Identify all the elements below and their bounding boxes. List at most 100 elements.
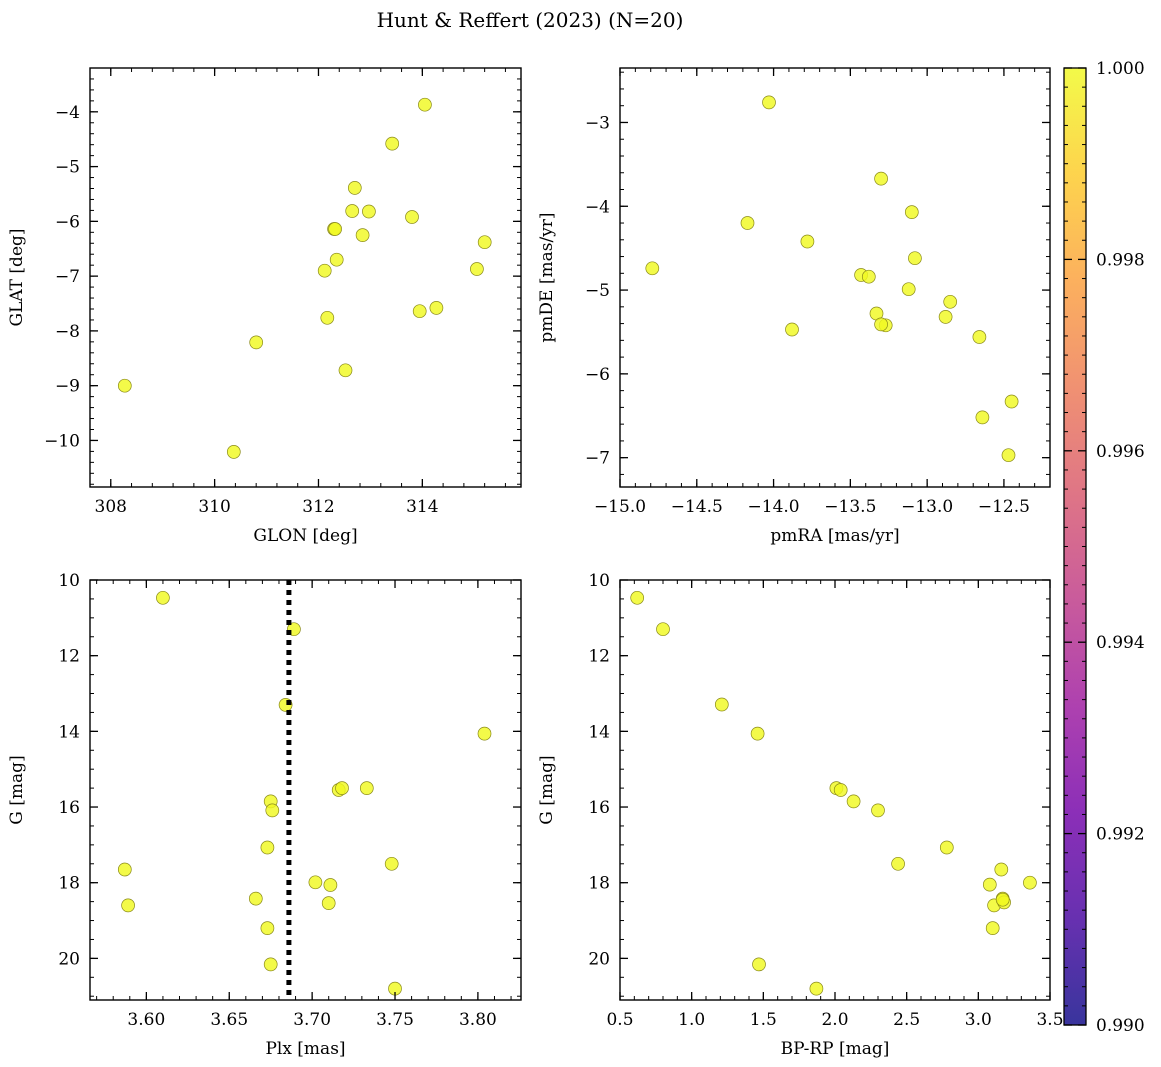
- data-point: [477, 235, 492, 250]
- data-point: [418, 97, 432, 112]
- data-point: [226, 445, 241, 459]
- data-point: [874, 171, 888, 186]
- data-point: [972, 330, 987, 344]
- data-point: [752, 957, 766, 972]
- colorbar-tick-label: 0.998: [1096, 250, 1145, 270]
- data-point: [901, 282, 916, 297]
- y-tick-label: 18: [588, 874, 610, 894]
- data-point: [477, 726, 492, 741]
- y-tick-label: −3: [585, 113, 610, 133]
- x-tick-label: 3.65: [210, 1010, 248, 1030]
- y-tick-label: −4: [55, 103, 80, 123]
- x-tick-label: 308: [95, 497, 127, 517]
- y-tick-label: −5: [585, 281, 610, 301]
- x-axis-label: BP-RP [mag]: [781, 1039, 890, 1059]
- data-point: [359, 781, 374, 795]
- y-axis-label: GLAT [deg]: [7, 228, 27, 326]
- y-tick-label: 14: [58, 722, 80, 742]
- data-point: [405, 210, 419, 224]
- y-tick-label: 16: [588, 798, 610, 818]
- data-point: [121, 898, 135, 913]
- data-point: [1001, 448, 1016, 463]
- x-axis-label: GLON [deg]: [253, 526, 357, 546]
- data-point: [740, 216, 755, 230]
- data-point: [347, 181, 362, 195]
- data-point: [994, 862, 1009, 877]
- data-point: [891, 856, 905, 871]
- x-tick-label: 3.60: [127, 1010, 165, 1030]
- colorbar-tick-label: 1.000: [1096, 59, 1145, 79]
- data-point: [308, 875, 323, 890]
- data-point: [260, 840, 275, 855]
- x-tick-label: 3.75: [376, 1010, 414, 1030]
- y-tick-label: 10: [588, 571, 610, 591]
- y-axis-label: G [mag]: [7, 755, 27, 824]
- data-point: [385, 136, 400, 151]
- data-point: [263, 957, 278, 972]
- x-tick-label: 3.0: [965, 1010, 992, 1030]
- data-point: [975, 410, 990, 425]
- data-point: [345, 204, 360, 218]
- data-point: [939, 840, 954, 855]
- data-point: [985, 921, 1000, 935]
- panel-glon-glat: 308 310 312 314 −4 −5 −6 −7 −8 −9 −10 GLON [deg] GLA…: [7, 67, 522, 546]
- x-tick-label: 1.5: [750, 1010, 777, 1030]
- data-point: [117, 378, 132, 393]
- y-tick-label: −6: [55, 212, 80, 232]
- data-point: [470, 262, 484, 276]
- colorbar-tick-label: 0.996: [1096, 442, 1145, 462]
- data-point: [321, 896, 336, 910]
- data-point: [656, 622, 670, 637]
- colorbar-tick-label: 0.994: [1096, 633, 1145, 653]
- data-point: [645, 261, 660, 276]
- data-point: [412, 304, 427, 319]
- data-point: [904, 205, 919, 219]
- x-tick-label: 3.80: [459, 1010, 497, 1030]
- y-tick-label: 12: [58, 647, 80, 667]
- x-tick-label: 3.5: [1036, 1010, 1063, 1030]
- data-point: [1004, 394, 1019, 409]
- x-tick-label: −14.5: [671, 497, 723, 517]
- data-point: [630, 590, 645, 605]
- colorbar-tick-label: 0.990: [1096, 1016, 1145, 1036]
- x-tick-label: 1.0: [678, 1010, 705, 1030]
- x-tick-label: −13.0: [901, 497, 953, 517]
- data-point: [249, 335, 264, 350]
- data-point: [320, 310, 335, 325]
- data-point: [335, 781, 349, 795]
- data-point: [317, 263, 332, 278]
- data-point: [362, 204, 376, 219]
- x-tick-label: −15.0: [594, 497, 646, 517]
- data-point: [338, 363, 353, 378]
- colorbar-gradient: [1064, 68, 1086, 1025]
- data-point: [809, 981, 824, 996]
- scatter-panels: 308 310 312 314 −4 −5 −6 −7 −8 −9 −10 GLON [deg] GLA…: [7, 67, 1064, 1059]
- x-tick-label: 0.5: [606, 1010, 633, 1030]
- x-axis-label: Plx [mas]: [265, 1039, 345, 1059]
- data-point: [846, 794, 861, 809]
- x-tick-label: −14.0: [748, 497, 800, 517]
- axes-frame: [89, 67, 522, 488]
- y-tick-label: 12: [588, 647, 610, 667]
- data-point: [908, 251, 922, 266]
- data-point: [750, 726, 765, 741]
- data-point: [762, 95, 776, 110]
- x-tick-label: 2.5: [893, 1010, 920, 1030]
- data-point: [714, 697, 729, 712]
- y-tick-label: −6: [585, 365, 610, 385]
- colorbar-tick-label: 0.992: [1096, 825, 1145, 845]
- data-point: [938, 310, 953, 324]
- data-point: [982, 877, 997, 892]
- x-tick-label: 310: [198, 497, 230, 517]
- data-point: [355, 228, 370, 242]
- data-point: [871, 803, 885, 818]
- y-tick-label: −4: [585, 197, 610, 217]
- y-tick-label: 20: [588, 949, 610, 969]
- y-tick-label: −5: [55, 158, 80, 178]
- y-tick-label: −7: [585, 449, 610, 469]
- y-tick-label: 14: [588, 722, 610, 742]
- data-point: [248, 891, 263, 906]
- axes-frame: [89, 579, 522, 1001]
- panel-bprp-g: 0.5 1.0 1.5 2.0 2.5 3.0 3.5 10 12 14 16 18 20 BP-RP […: [537, 571, 1064, 1059]
- y-tick-label: −10: [44, 431, 80, 451]
